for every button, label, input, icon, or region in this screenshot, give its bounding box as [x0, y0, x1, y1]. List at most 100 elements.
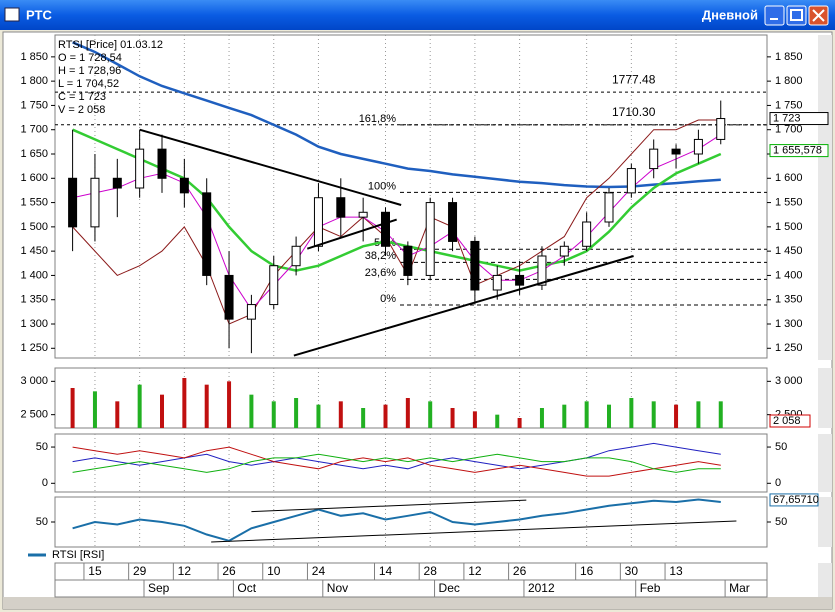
candle-body — [179, 177, 189, 194]
x-tick-label: 29 — [133, 564, 147, 578]
volume-bar — [607, 404, 611, 428]
volume-bar — [651, 401, 656, 428]
info-line: C = 1 723 — [58, 91, 106, 103]
candle-body — [68, 177, 78, 228]
volume-bar — [674, 404, 679, 428]
value-box — [769, 414, 811, 428]
volume-bar — [405, 398, 410, 428]
panel — [54, 34, 768, 359]
window-title: РТС — [26, 7, 52, 22]
scrollbar[interactable] — [818, 368, 832, 428]
volume-bar — [472, 411, 477, 428]
volume-bar — [450, 408, 455, 428]
y-tick-label: 1 400 — [20, 269, 48, 281]
y-tick-label: 50 — [36, 441, 48, 453]
candle-body — [537, 255, 547, 286]
y-tick-label: 2 500 — [20, 409, 48, 421]
volume-bar — [92, 391, 97, 428]
x-tick-label: 26 — [222, 564, 236, 578]
candle-body — [157, 148, 167, 179]
title-bar — [0, 0, 835, 30]
volume-bar — [115, 401, 120, 428]
y-tick-label: 1 300 — [775, 318, 803, 330]
info-line: H = 1 728,96 — [58, 65, 121, 77]
volume-bar — [428, 401, 433, 428]
y-tick-label: 1 350 — [20, 294, 48, 306]
candle-body — [135, 148, 145, 189]
value-box — [769, 493, 819, 507]
legend-label: RTSI [RSI] — [52, 549, 104, 561]
scrollbar[interactable] — [818, 497, 832, 547]
volume-bar — [718, 401, 723, 428]
candle-body — [202, 192, 212, 276]
y-tick-label: 0 — [42, 477, 48, 489]
minimize-button[interactable] — [764, 5, 785, 26]
info-line: RTSI [Price] 01.03.12 — [58, 39, 163, 51]
series-line — [72, 498, 721, 542]
y-tick-label: 50 — [36, 516, 48, 528]
price-label: 1710.30 — [612, 105, 656, 119]
volume-bar — [182, 378, 187, 428]
candle-body — [448, 202, 458, 242]
y-tick-label: 1 700 — [20, 124, 48, 136]
candle-body — [649, 148, 659, 170]
volume-bar — [227, 381, 232, 428]
price-box-label: 1 655,578 — [773, 145, 822, 157]
month-label: Feb — [640, 581, 661, 595]
y-tick-label: 50 — [775, 441, 787, 453]
candle-body — [90, 177, 100, 228]
candle-body — [671, 148, 681, 155]
y-tick-label: 1 700 — [775, 124, 803, 136]
candle-body — [559, 245, 569, 257]
y-tick-label: 1 450 — [775, 245, 803, 257]
y-tick-label: 1 800 — [775, 75, 803, 87]
y-tick-label: 1 350 — [775, 294, 803, 306]
x-tick-label: 13 — [669, 564, 683, 578]
chart-area — [2, 31, 833, 610]
volume-bar — [249, 394, 254, 428]
close-icon — [812, 9, 825, 22]
candle-body — [291, 245, 301, 267]
info-line: O = 1 728,54 — [58, 52, 122, 64]
candle-body — [515, 274, 525, 286]
info-line: V = 2 058 — [58, 104, 105, 116]
x-tick-label: 12 — [178, 564, 192, 578]
candle-body — [358, 211, 368, 218]
volume-bar — [539, 408, 544, 428]
maximize-icon — [790, 9, 803, 21]
y-tick-label: 1 550 — [20, 196, 48, 208]
y-tick-label: 1 500 — [20, 221, 48, 233]
y-tick-label: 1 600 — [775, 172, 803, 184]
y-tick-label: 1 650 — [20, 148, 48, 160]
x-tick-label: 24 — [312, 564, 326, 578]
volume-bar — [584, 401, 589, 428]
scrollbar[interactable] — [818, 434, 832, 492]
candle-body — [403, 245, 413, 276]
volume-bar — [160, 394, 164, 428]
month-label: Oct — [237, 581, 256, 595]
x-tick-label: 26 — [513, 564, 527, 578]
trendline — [211, 520, 737, 543]
value-box-label: 2 058 — [773, 415, 801, 427]
status-bar — [3, 597, 832, 609]
candle-body — [269, 265, 279, 306]
scrollbar[interactable] — [818, 563, 832, 597]
candle-body — [224, 274, 234, 320]
trendline — [306, 218, 397, 250]
series-line — [72, 453, 721, 473]
volume-bar — [361, 408, 366, 428]
y-tick-label: 1 800 — [20, 75, 48, 87]
candle-body — [381, 211, 390, 247]
scrollbar[interactable] — [818, 35, 832, 360]
value-box-label: 67,65710 — [773, 494, 819, 506]
candle-body — [336, 197, 346, 218]
period-label[interactable]: Дневной — [702, 7, 758, 22]
maximize-button[interactable] — [786, 5, 807, 26]
price-box — [769, 144, 829, 158]
trendline — [293, 255, 634, 357]
y-tick-label: 1 550 — [775, 196, 803, 208]
series-line — [72, 41, 721, 189]
price-label: 1777.48 — [612, 72, 656, 86]
x-tick-label: 30 — [625, 564, 639, 578]
candle-body — [604, 192, 614, 223]
